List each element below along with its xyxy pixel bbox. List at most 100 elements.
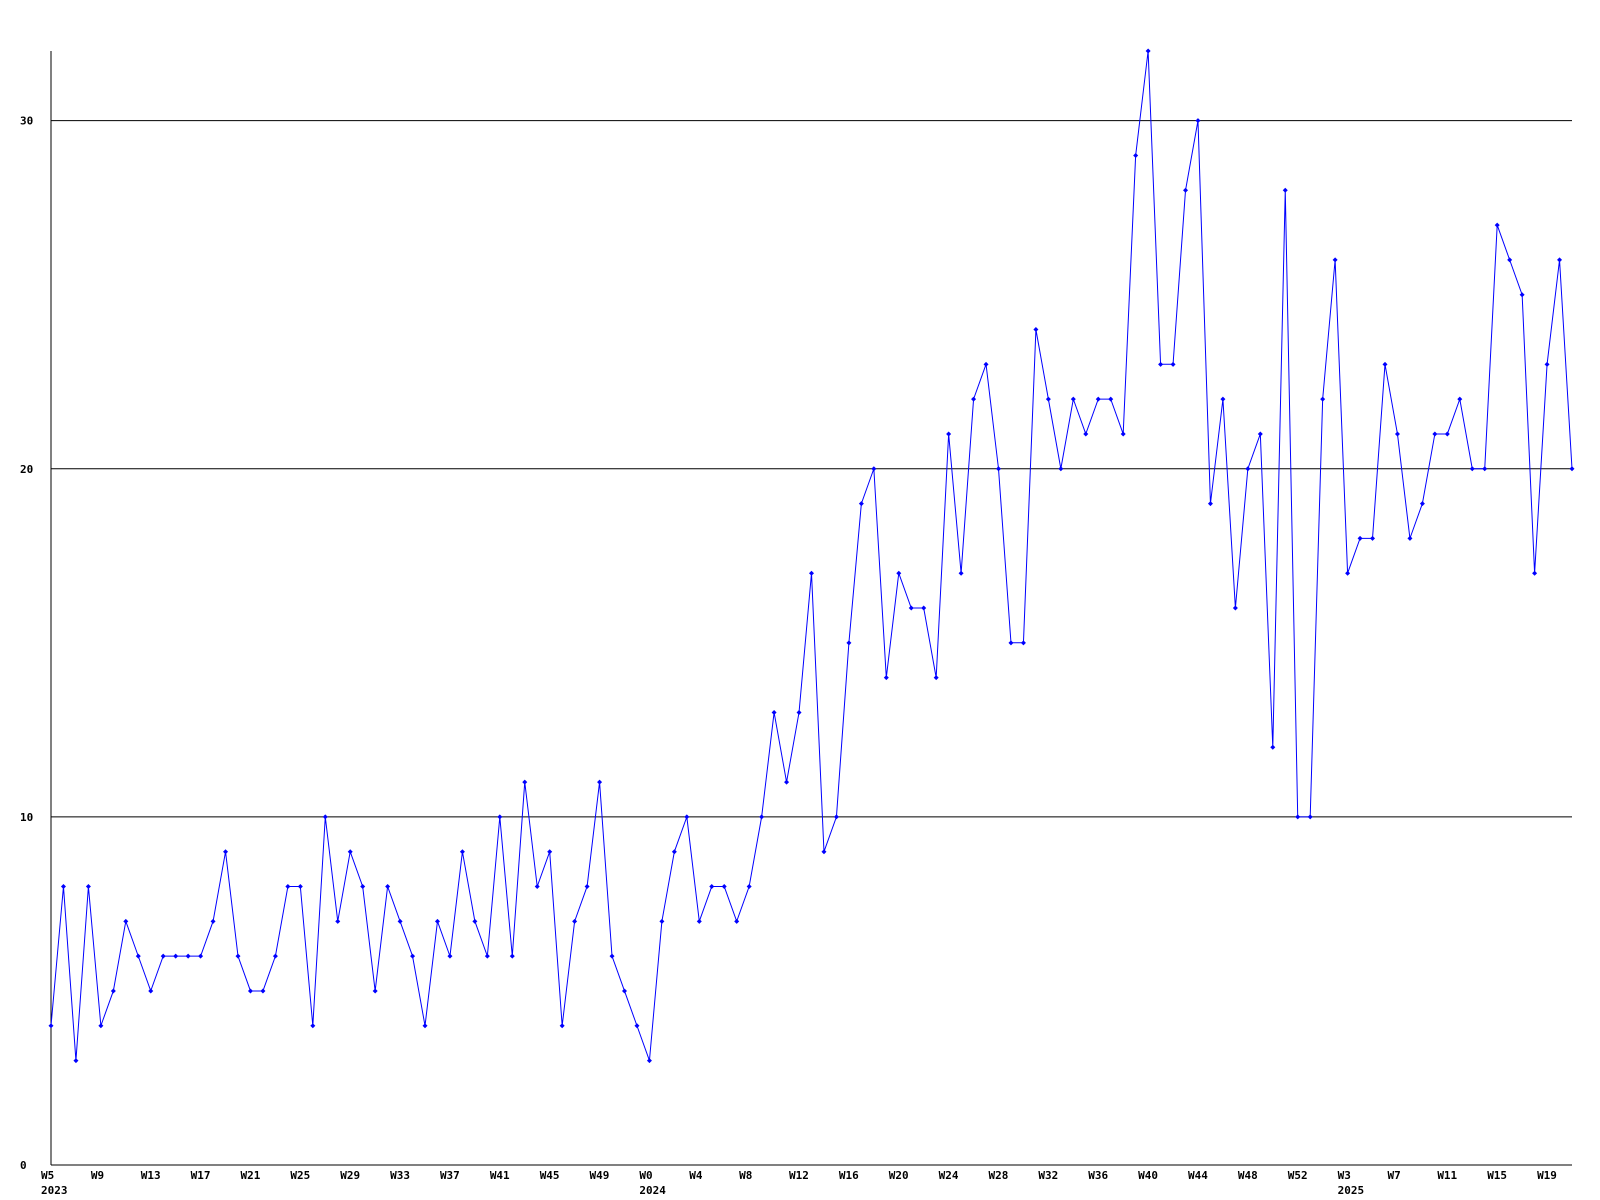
x-tick-label: W4 <box>689 1169 703 1182</box>
data-point <box>1295 814 1301 820</box>
data-point <box>908 605 914 611</box>
x-tick-label: W21 <box>240 1169 260 1182</box>
x-tick-label: W49 <box>590 1169 610 1182</box>
data-point <box>497 814 503 820</box>
data-point <box>734 918 740 924</box>
data-point <box>946 431 952 437</box>
x-tick-label: W37 <box>440 1169 460 1182</box>
data-point <box>60 884 66 889</box>
x-tick-label: W48 <box>1238 1169 1258 1182</box>
data-point <box>48 1023 54 1029</box>
y-tick-label: 0 <box>20 1159 27 1172</box>
data-point <box>983 361 989 367</box>
data-point <box>434 918 440 924</box>
data-point <box>1444 431 1450 437</box>
data-point <box>422 1023 428 1029</box>
x-tick-label: W52 <box>1288 1169 1308 1182</box>
data-point <box>1008 640 1014 646</box>
x-tick-label: W33 <box>390 1169 410 1182</box>
data-point <box>597 779 603 785</box>
x-tick-label: W11 <box>1437 1169 1457 1182</box>
data-point <box>247 988 253 994</box>
data-point <box>1020 640 1026 646</box>
x-tick-label: W0 2024 <box>639 1169 666 1197</box>
data-point <box>621 988 627 994</box>
data-point <box>1282 187 1288 193</box>
data-point <box>210 918 216 924</box>
data-point <box>98 1023 104 1029</box>
y-tick-label: 20 <box>20 463 33 476</box>
data-point <box>235 953 241 959</box>
data-point <box>821 849 827 855</box>
data-point <box>484 953 490 959</box>
data-point <box>796 709 802 715</box>
data-point <box>1457 396 1463 402</box>
data-point <box>360 884 366 889</box>
data-point <box>447 953 453 959</box>
x-tick-label: W40 <box>1138 1169 1158 1182</box>
data-point <box>609 953 615 959</box>
data-point <box>1569 466 1575 472</box>
data-point <box>971 396 977 402</box>
data-point <box>696 918 702 924</box>
data-point <box>223 849 229 855</box>
data-point <box>1382 361 1388 367</box>
data-point <box>173 953 179 959</box>
data-point <box>1307 814 1313 820</box>
data-point <box>148 988 154 994</box>
data-point <box>285 884 291 889</box>
data-point <box>410 953 416 959</box>
data-point <box>646 1058 652 1064</box>
data-point <box>1070 396 1076 402</box>
x-tick-label: W25 <box>290 1169 310 1182</box>
data-point <box>1232 605 1238 611</box>
data-point <box>272 953 278 959</box>
data-point <box>921 605 927 611</box>
data-point <box>1345 570 1351 576</box>
x-tick-label: W32 <box>1038 1169 1058 1182</box>
data-point <box>721 884 727 889</box>
x-tick-label: W36 <box>1088 1169 1108 1182</box>
data-point <box>659 918 665 924</box>
x-tick-label: W29 <box>340 1169 360 1182</box>
data-point <box>1357 535 1363 541</box>
data-point <box>1407 535 1413 541</box>
y-tick-label: 30 <box>20 115 33 128</box>
data-point <box>1245 466 1251 472</box>
data-point <box>1394 431 1400 437</box>
data-point <box>883 675 889 681</box>
data-point <box>1120 431 1126 437</box>
data-point <box>1557 257 1563 263</box>
x-tick-label: W16 <box>839 1169 859 1182</box>
data-point <box>1544 361 1550 367</box>
data-point <box>1370 535 1376 541</box>
x-tick-label: W20 <box>889 1169 909 1182</box>
x-tick-label: W13 <box>141 1169 161 1182</box>
data-point <box>198 953 204 959</box>
data-point <box>1519 292 1525 298</box>
data-point <box>1469 466 1475 472</box>
x-tick-label: W45 <box>540 1169 560 1182</box>
data-point <box>1320 396 1326 402</box>
data-point <box>1033 327 1039 332</box>
data-point <box>534 884 540 889</box>
x-tick-label: W8 <box>739 1169 752 1182</box>
data-point <box>459 849 465 855</box>
data-point <box>896 570 902 576</box>
data-line <box>50 50 1573 1061</box>
data-point <box>1170 361 1176 367</box>
data-point <box>160 953 166 959</box>
data-point <box>385 884 391 889</box>
data-point <box>85 884 91 889</box>
data-point <box>833 814 839 820</box>
data-point <box>784 779 790 785</box>
x-tick-label: W15 <box>1487 1169 1507 1182</box>
data-point <box>1507 257 1513 263</box>
x-tick-label: W24 <box>939 1169 959 1182</box>
data-point <box>584 884 590 889</box>
data-point <box>1270 744 1276 750</box>
data-point <box>996 466 1002 472</box>
x-tick-label: W17 <box>191 1169 211 1182</box>
data-point <box>1095 396 1101 402</box>
data-point <box>1532 570 1538 576</box>
